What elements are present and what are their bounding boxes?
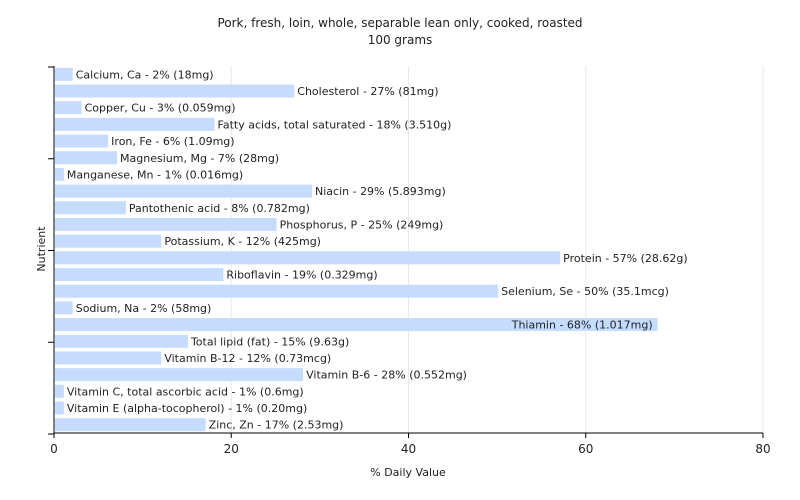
- bar-label: Selenium, Se - 50% (35.1mcg): [501, 285, 669, 298]
- y-axis-label: Nutrient: [35, 226, 48, 272]
- bar-label: Iron, Fe - 6% (1.09mg): [111, 135, 234, 148]
- bar: [55, 184, 313, 198]
- bar-label: Manganese, Mn - 1% (0.016mg): [67, 168, 243, 181]
- bar: [55, 401, 64, 415]
- bar: [55, 251, 561, 265]
- x-tick-label: 40: [401, 442, 416, 456]
- bar-label: Niacin - 29% (5.893mg): [315, 185, 446, 198]
- bar-label: Pantothenic acid - 8% (0.782mg): [129, 202, 310, 215]
- bar: [55, 318, 658, 332]
- bar: [55, 67, 73, 81]
- bar: [55, 134, 109, 148]
- bar: [55, 167, 64, 181]
- bar-label: Protein - 57% (28.62g): [563, 252, 688, 265]
- bar: [55, 368, 304, 382]
- bars: [55, 67, 658, 432]
- x-tick-label: 20: [224, 442, 239, 456]
- bar-label: Sodium, Na - 2% (58mg): [76, 302, 212, 315]
- bar-label: Riboflavin - 19% (0.329mg): [226, 269, 377, 282]
- bar: [55, 334, 188, 348]
- bar-label: Thiamin - 68% (1.017mg): [511, 319, 653, 332]
- bar: [55, 384, 64, 398]
- bar: [55, 84, 295, 98]
- bar: [55, 201, 126, 215]
- bar: [55, 301, 73, 315]
- bar: [55, 268, 224, 282]
- bar-label: Vitamin E (alpha-tocopherol) - 1% (0.20m…: [67, 402, 307, 415]
- bar-label: Cholesterol - 27% (81mg): [297, 85, 438, 98]
- bar: [55, 217, 277, 231]
- bar-label: Phosphorus, P - 25% (249mg): [280, 218, 444, 231]
- bar-label: Vitamin B-12 - 12% (0.73mcg): [164, 352, 331, 365]
- bar-label: Calcium, Ca - 2% (18mg): [76, 68, 214, 81]
- x-tick-label: 60: [578, 442, 593, 456]
- bar-label: Fatty acids, total saturated - 18% (3.51…: [218, 118, 452, 131]
- bar: [55, 101, 82, 115]
- bar-label: Vitamin C, total ascorbic acid - 1% (0.6…: [67, 385, 304, 398]
- x-axis-label: % Daily Value: [370, 466, 446, 479]
- bar-labels: Calcium, Ca - 2% (18mg) Cholesterol - 27%…: [67, 68, 688, 431]
- bar: [55, 351, 162, 365]
- x-ticks: 0 20 40 60 80: [50, 433, 771, 456]
- x-tick-label: 80: [755, 442, 770, 456]
- bar-label: Zinc, Zn - 17% (2.53mg): [209, 419, 344, 432]
- chart-title: Pork, fresh, loin, whole, separable lean…: [217, 16, 583, 30]
- bar-label: Total lipid (fat) - 15% (9.63g): [190, 335, 349, 348]
- x-tick-label: 0: [50, 442, 58, 456]
- chart-subtitle: 100 grams: [367, 33, 433, 47]
- bar-label: Magnesium, Mg - 7% (28mg): [120, 152, 279, 165]
- bar-label: Potassium, K - 12% (425mg): [164, 235, 321, 248]
- bar-label: Copper, Cu - 3% (0.059mg): [85, 102, 236, 115]
- bar: [55, 234, 162, 248]
- bar: [55, 418, 206, 432]
- bar: [55, 151, 118, 165]
- bar-label: Vitamin B-6 - 28% (0.552mg): [306, 369, 467, 382]
- bar: [55, 117, 215, 131]
- bar: [55, 284, 499, 298]
